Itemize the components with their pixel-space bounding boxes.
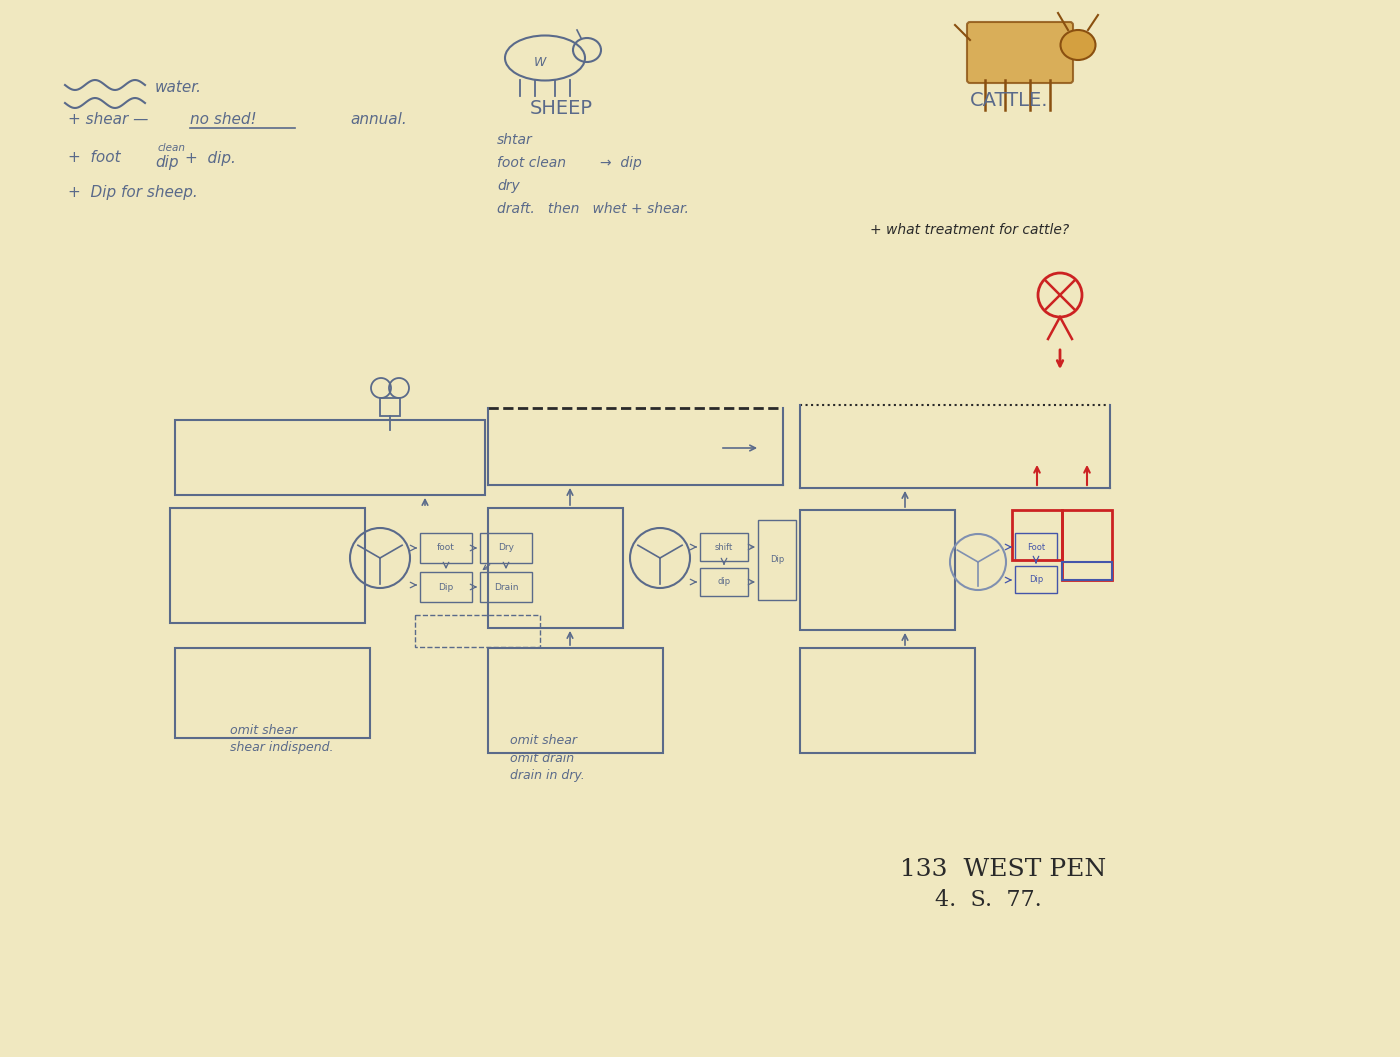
- Text: omit drain: omit drain: [510, 752, 574, 764]
- Text: Foot: Foot: [1028, 542, 1044, 552]
- Bar: [799, 509, 955, 630]
- Bar: [1015, 565, 1057, 593]
- Text: Dry: Dry: [498, 543, 514, 553]
- Bar: [1063, 509, 1112, 580]
- Text: 133  WEST PEN: 133 WEST PEN: [900, 858, 1106, 882]
- Text: drain in dry.: drain in dry.: [510, 769, 585, 782]
- Text: + shear —: + shear —: [69, 112, 148, 128]
- Text: dip: dip: [155, 154, 179, 169]
- Bar: [480, 533, 532, 563]
- Text: CATTLE.: CATTLE.: [970, 91, 1049, 110]
- Bar: [420, 572, 472, 602]
- Text: dip: dip: [717, 577, 731, 587]
- Text: draft.   then   whet + shear.: draft. then whet + shear.: [497, 202, 689, 216]
- Bar: [700, 568, 748, 596]
- Text: foot clean: foot clean: [497, 156, 566, 170]
- Text: omit shear: omit shear: [510, 734, 577, 746]
- Bar: [175, 648, 370, 738]
- Text: shift: shift: [715, 542, 734, 552]
- Text: SHEEP: SHEEP: [531, 98, 594, 117]
- Text: annual.: annual.: [350, 112, 407, 128]
- Text: + what treatment for cattle?: + what treatment for cattle?: [869, 223, 1070, 237]
- Text: foot: foot: [437, 543, 455, 553]
- Text: Dip: Dip: [770, 556, 784, 564]
- Bar: [420, 533, 472, 563]
- Ellipse shape: [1061, 30, 1095, 60]
- Bar: [480, 572, 532, 602]
- Bar: [414, 615, 540, 647]
- Text: 4.  S.  77.: 4. S. 77.: [935, 889, 1042, 911]
- Text: W: W: [533, 56, 546, 70]
- Text: +  Dip for sheep.: + Dip for sheep.: [69, 185, 197, 201]
- Bar: [757, 520, 797, 600]
- Text: Dip: Dip: [1029, 575, 1043, 585]
- Bar: [799, 648, 974, 753]
- Text: no shed!: no shed!: [190, 112, 256, 128]
- FancyBboxPatch shape: [967, 22, 1072, 84]
- Text: +  dip.: + dip.: [185, 150, 235, 166]
- Text: Drain: Drain: [494, 582, 518, 592]
- Bar: [489, 648, 664, 753]
- Bar: [1015, 533, 1057, 560]
- Text: →  dip: → dip: [601, 156, 641, 170]
- Bar: [489, 508, 623, 628]
- Text: omit shear: omit shear: [230, 723, 297, 737]
- Text: dry: dry: [497, 179, 519, 193]
- Text: Dip: Dip: [438, 582, 454, 592]
- Text: shear indispend.: shear indispend.: [230, 742, 333, 755]
- Text: clean: clean: [158, 143, 186, 153]
- Text: shtar: shtar: [497, 133, 533, 147]
- Bar: [700, 533, 748, 561]
- Bar: [169, 508, 365, 623]
- Bar: [175, 420, 484, 495]
- Text: water.: water.: [155, 80, 202, 95]
- Bar: [1063, 562, 1112, 580]
- Bar: [379, 398, 400, 416]
- Text: +  foot: + foot: [69, 150, 120, 166]
- Bar: [1012, 509, 1063, 560]
